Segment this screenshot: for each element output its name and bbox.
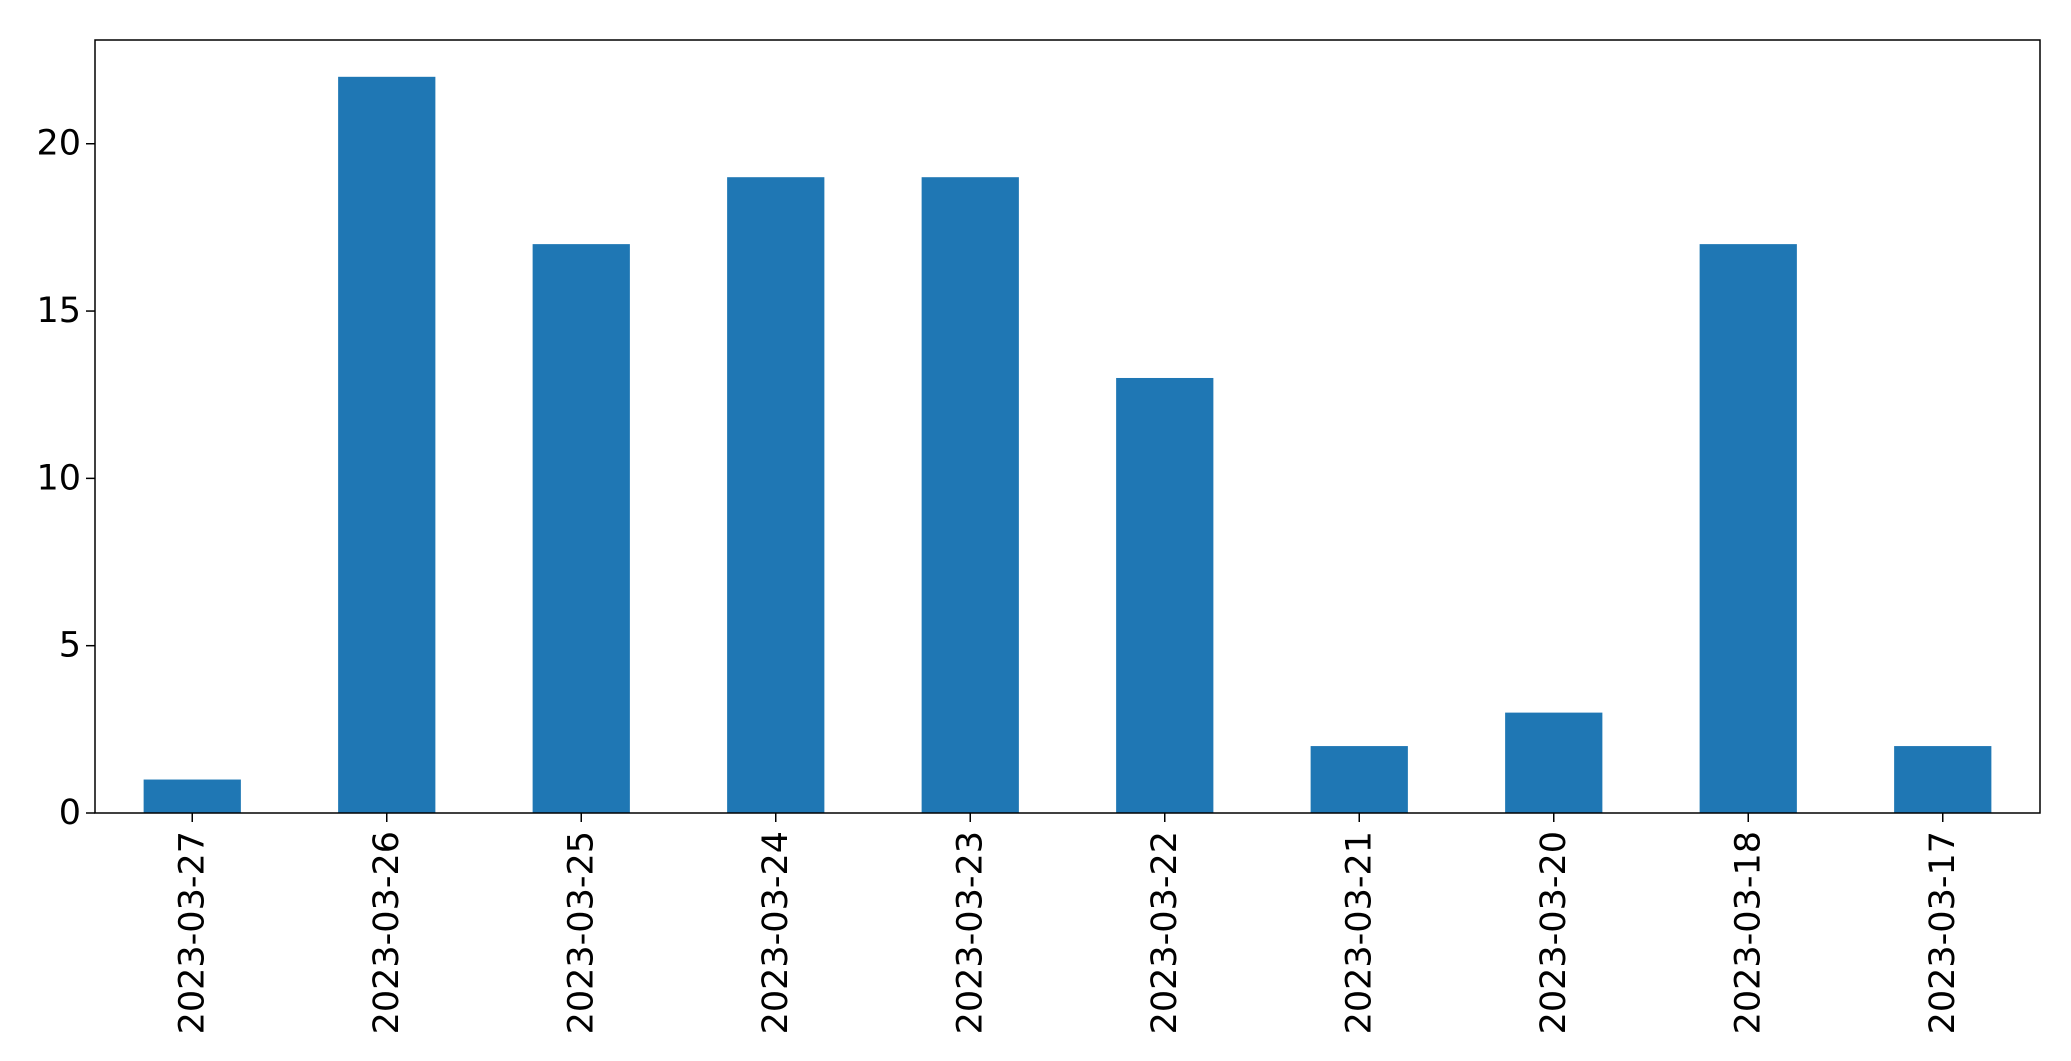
y-axis-ticks: 0 5 10 15 20 xyxy=(36,124,95,833)
x-tick-label: 2023-03-21 xyxy=(1339,831,1379,1034)
x-tick-label: 2023-03-23 xyxy=(950,831,990,1034)
y-tick-label: 20 xyxy=(36,124,81,164)
y-tick-label: 15 xyxy=(36,291,81,331)
x-tick-label: 2023-03-26 xyxy=(367,831,407,1034)
x-axis-ticks: 2023-03-27 2023-03-26 2023-03-25 2023-03-24… xyxy=(172,813,1963,1034)
x-tick-label: 2023-03-25 xyxy=(561,831,601,1034)
y-tick-label: 0 xyxy=(59,793,81,833)
y-tick-label: 10 xyxy=(36,458,81,498)
x-tick-label: 2023-03-17 xyxy=(1923,831,1963,1034)
bar-2023-03-22 xyxy=(1116,377,1214,813)
bar-2023-03-23 xyxy=(921,177,1019,814)
x-tick-label: 2023-03-24 xyxy=(756,831,796,1034)
x-tick-label: 2023-03-22 xyxy=(1145,831,1185,1034)
x-tick-label: 2023-03-20 xyxy=(1534,831,1574,1034)
x-tick-label: 2023-03-18 xyxy=(1728,831,1768,1034)
bar-2023-03-26 xyxy=(338,76,436,814)
bars-group xyxy=(143,76,1992,814)
bar-2023-03-20 xyxy=(1505,712,1603,813)
plot-frame xyxy=(94,39,2041,814)
bar-2023-03-25 xyxy=(532,244,630,813)
bar-2023-03-17 xyxy=(1894,746,1992,813)
bar-2023-03-18 xyxy=(1699,244,1797,813)
bar-2023-03-27 xyxy=(143,779,241,813)
y-tick-label: 5 xyxy=(59,626,81,666)
x-tick-label: 2023-03-27 xyxy=(172,831,212,1034)
bar-2023-03-24 xyxy=(727,177,825,814)
bar-2023-03-21 xyxy=(1310,746,1408,813)
